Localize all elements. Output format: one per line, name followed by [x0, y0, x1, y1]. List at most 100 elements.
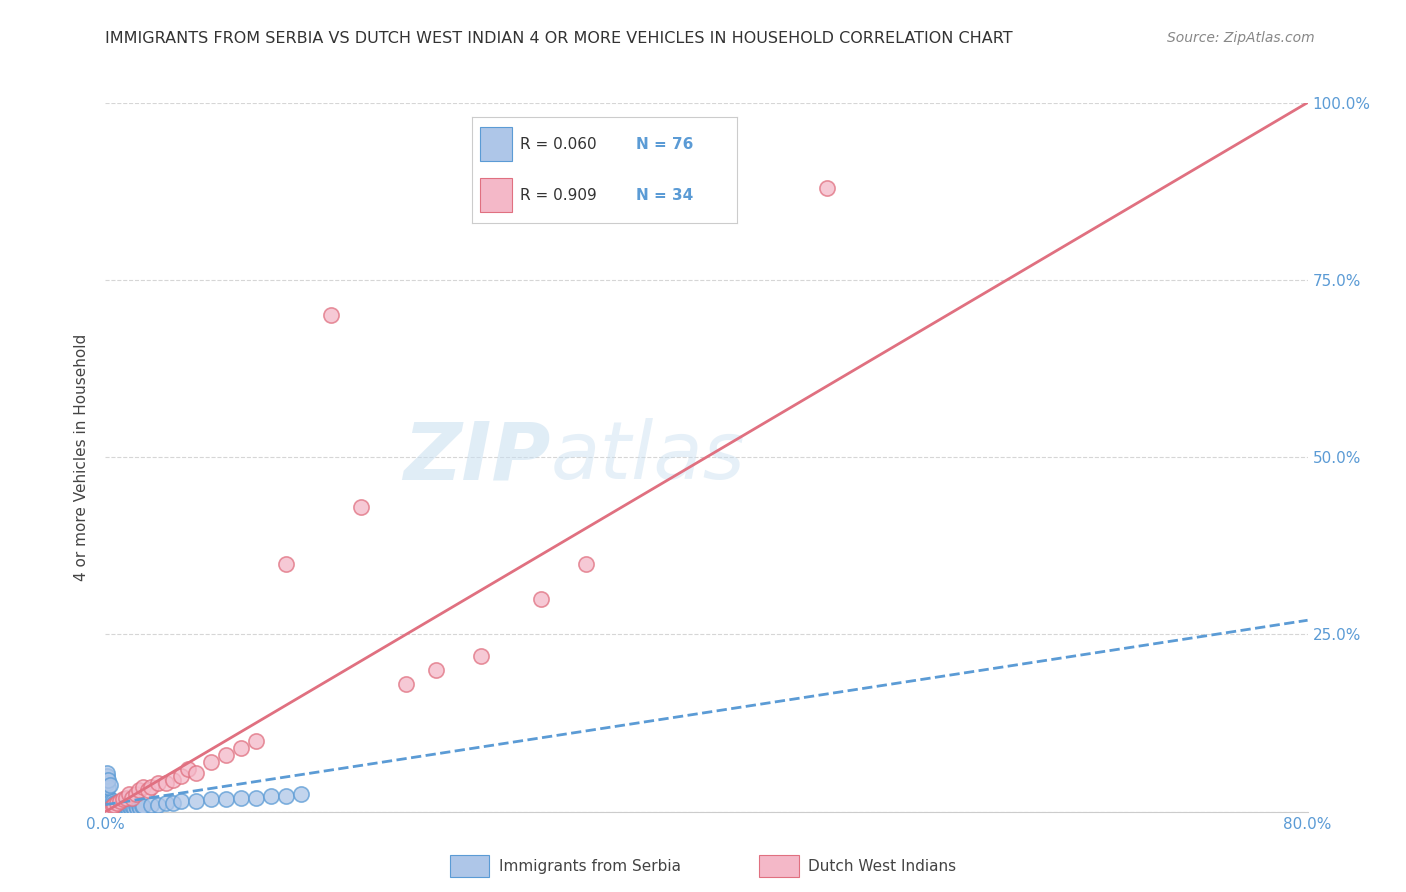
Point	[169, 794, 191, 808]
Point	[112, 801, 135, 815]
Text: Source: ZipAtlas.com: Source: ZipAtlas.com	[1167, 31, 1315, 45]
Point	[162, 772, 184, 787]
Point	[124, 799, 146, 814]
Point	[128, 783, 150, 797]
Point	[124, 787, 146, 801]
Point	[98, 794, 121, 808]
Point	[96, 796, 118, 810]
Point	[96, 765, 118, 780]
Point	[815, 180, 838, 194]
Point	[260, 789, 283, 804]
Point	[155, 776, 177, 790]
Point	[97, 799, 120, 814]
Point	[120, 801, 142, 815]
Point	[96, 794, 118, 808]
Point	[98, 801, 121, 815]
Point	[101, 797, 124, 812]
Point	[115, 801, 138, 815]
Point	[132, 799, 155, 814]
Point	[103, 799, 125, 814]
Point	[101, 794, 124, 808]
Point	[274, 789, 297, 804]
Point	[350, 500, 373, 514]
Point	[169, 769, 191, 783]
Point	[122, 801, 145, 815]
Text: Immigrants from Serbia: Immigrants from Serbia	[499, 859, 681, 873]
Point	[245, 790, 267, 805]
Point	[425, 663, 447, 677]
Point	[107, 799, 129, 814]
Point	[184, 765, 207, 780]
Text: atlas: atlas	[550, 418, 745, 496]
Point	[132, 780, 155, 794]
Point	[100, 797, 122, 812]
Point	[103, 796, 125, 810]
Point	[96, 797, 118, 812]
Point	[104, 801, 127, 815]
Point	[97, 797, 120, 812]
Point	[530, 592, 553, 607]
Point	[100, 799, 122, 814]
Point	[97, 796, 120, 810]
Point	[177, 762, 200, 776]
Point	[97, 772, 120, 787]
Point	[97, 794, 120, 808]
Point	[121, 790, 143, 805]
Point	[107, 796, 129, 810]
Point	[98, 778, 121, 792]
Point	[575, 557, 598, 571]
Point	[104, 796, 127, 810]
Point	[395, 677, 418, 691]
Point	[470, 648, 492, 663]
Point	[108, 797, 131, 812]
Point	[96, 776, 118, 790]
Point	[100, 801, 122, 815]
Point	[104, 799, 127, 814]
Point	[200, 792, 222, 806]
Point	[101, 799, 124, 814]
Point	[112, 792, 135, 806]
Point	[103, 797, 125, 812]
Point	[96, 801, 118, 815]
Point	[136, 783, 159, 797]
Point	[98, 797, 121, 812]
Point	[115, 799, 138, 814]
Point	[114, 801, 136, 815]
Text: ZIP: ZIP	[404, 418, 550, 496]
Point	[128, 799, 150, 814]
Point	[125, 801, 148, 815]
Point	[274, 557, 297, 571]
Point	[121, 799, 143, 814]
Point	[114, 797, 136, 812]
Point	[98, 799, 121, 814]
Point	[111, 801, 134, 815]
Point	[118, 787, 141, 801]
Point	[184, 794, 207, 808]
Point	[155, 796, 177, 810]
Point	[111, 797, 134, 812]
Text: IMMIGRANTS FROM SERBIA VS DUTCH WEST INDIAN 4 OR MORE VEHICLES IN HOUSEHOLD CORR: IMMIGRANTS FROM SERBIA VS DUTCH WEST IND…	[105, 31, 1014, 46]
Point	[214, 747, 236, 762]
Point	[146, 776, 169, 790]
Point	[108, 801, 131, 815]
Point	[117, 801, 139, 815]
Point	[100, 794, 122, 808]
Point	[229, 740, 252, 755]
Point	[97, 780, 120, 794]
Point	[214, 792, 236, 806]
Point	[110, 801, 132, 815]
Text: Dutch West Indians: Dutch West Indians	[808, 859, 956, 873]
Point	[229, 790, 252, 805]
Point	[101, 801, 124, 815]
Point	[245, 733, 267, 747]
Y-axis label: 4 or more Vehicles in Household: 4 or more Vehicles in Household	[75, 334, 90, 581]
Point	[131, 799, 153, 814]
Point	[101, 799, 124, 814]
Point	[97, 801, 120, 815]
Point	[110, 796, 132, 810]
Point	[112, 799, 135, 814]
Point	[96, 799, 118, 814]
Point	[107, 796, 129, 810]
Point	[103, 801, 125, 815]
Point	[110, 799, 132, 814]
